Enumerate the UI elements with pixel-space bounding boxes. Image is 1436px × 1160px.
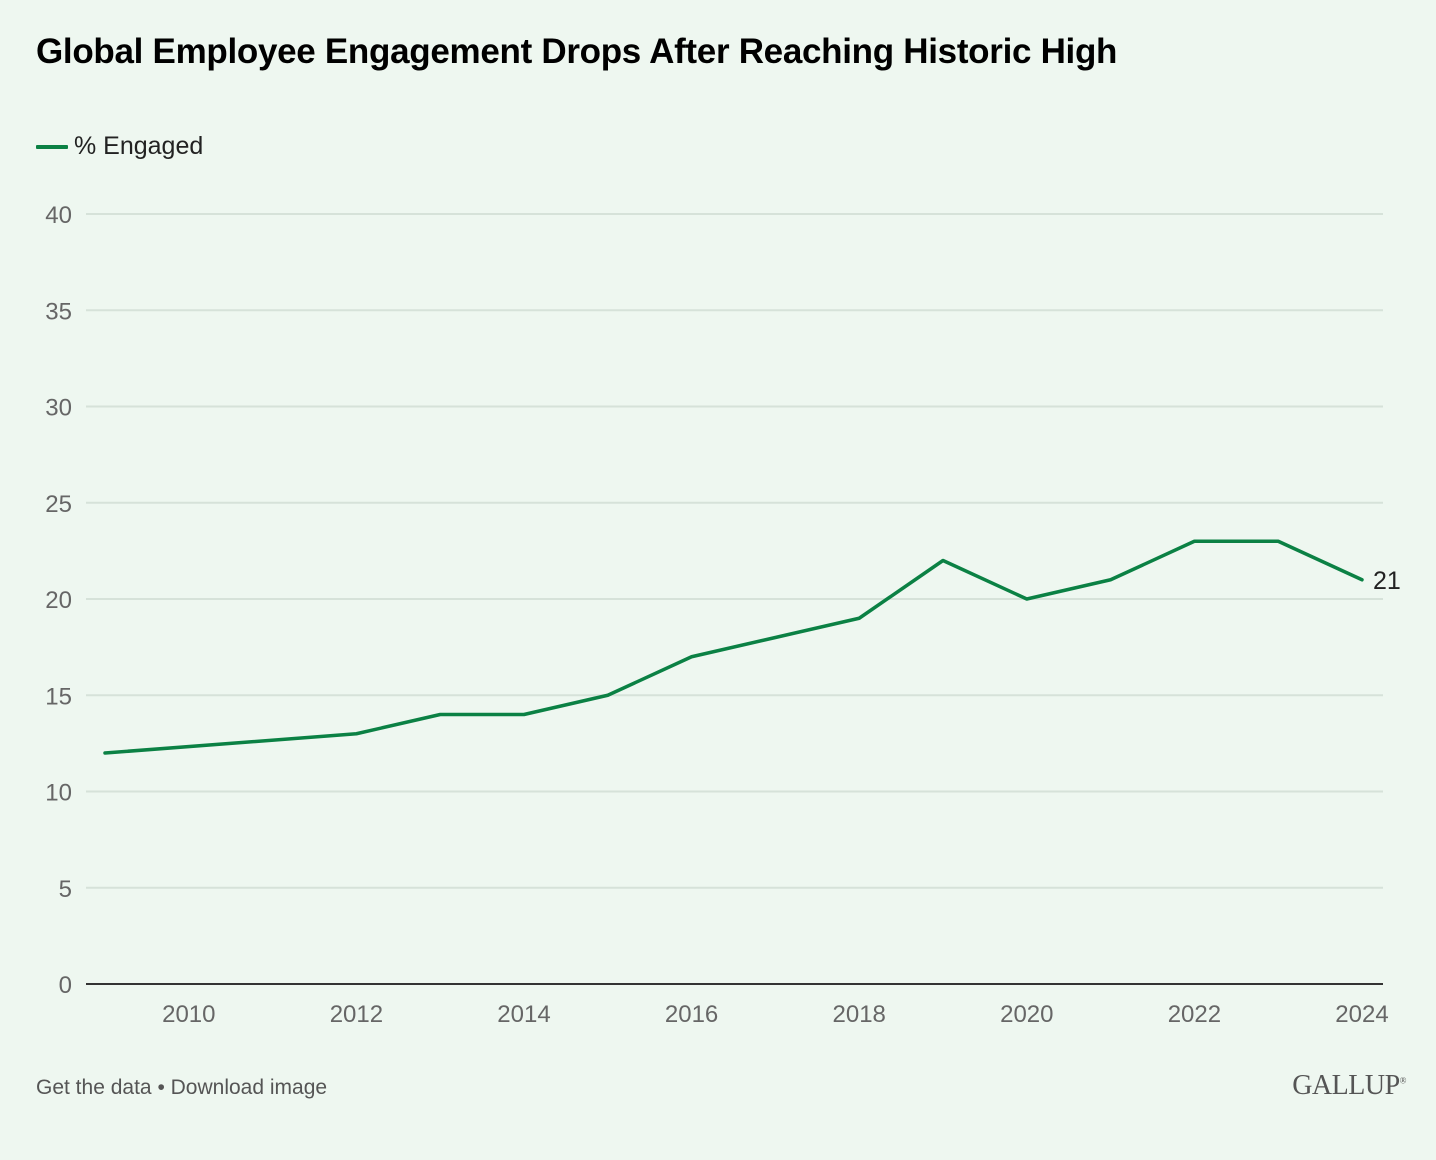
x-tick-label-2018: 2018	[833, 1001, 886, 1028]
x-tick-label-2014: 2014	[497, 1001, 550, 1028]
end-value-label: 21	[1373, 567, 1401, 595]
y-tick-label-25: 25	[45, 491, 72, 518]
legend-label-engaged: % Engaged	[74, 132, 204, 160]
y-tick-label-10: 10	[45, 780, 72, 807]
y-tick-label-15: 15	[45, 683, 72, 710]
chart-title: Global Employee Engagement Drops After R…	[36, 32, 1118, 71]
x-tick-label-2012: 2012	[330, 1001, 383, 1028]
x-tick-label-2010: 2010	[162, 1001, 215, 1028]
y-tick-label-30: 30	[45, 395, 72, 422]
y-tick-label-35: 35	[45, 298, 72, 325]
y-tick-label-20: 20	[45, 587, 72, 614]
series-line-engaged	[103, 539, 1364, 755]
logo-text: GALLUP	[1292, 1070, 1400, 1101]
y-tick-label-5: 5	[59, 876, 72, 903]
download-image-link[interactable]: Download image	[170, 1076, 328, 1099]
x-tick-label-2020: 2020	[1000, 1001, 1053, 1028]
legend-swatch-engaged	[36, 144, 68, 149]
x-tick-label-2022: 2022	[1168, 1001, 1221, 1028]
registered-mark: ®	[1399, 1075, 1407, 1086]
x-tick-label-2024: 2024	[1335, 1001, 1388, 1028]
footer-separator: •	[157, 1076, 165, 1099]
y-tick-label-0: 0	[59, 972, 72, 999]
x-tick-label-2016: 2016	[665, 1001, 718, 1028]
legend: % Engaged	[36, 132, 203, 161]
get-data-link[interactable]: Get the data	[36, 1076, 152, 1099]
y-tick-label-40: 40	[45, 202, 72, 229]
gallup-logo: GALLUP®	[1292, 1070, 1406, 1102]
footer: Get the data • Download image	[36, 1076, 327, 1100]
